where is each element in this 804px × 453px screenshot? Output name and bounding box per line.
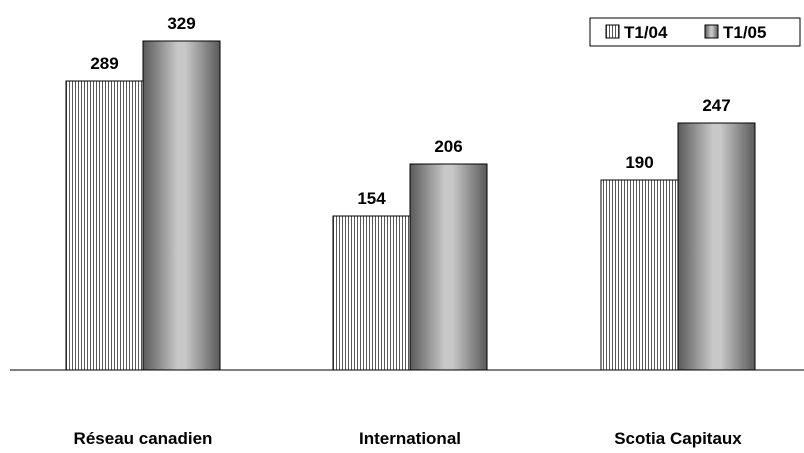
value-label-1-3: 190 <box>625 153 653 172</box>
value-label-2-3: 247 <box>702 96 730 115</box>
bar-2-3 <box>677 122 756 371</box>
bar-1-1 <box>65 80 144 371</box>
value-label-1-2: 154 <box>357 189 386 208</box>
bar-2-2 <box>409 163 488 371</box>
value-labels-group: 289 329 154 206 190 247 <box>90 14 730 208</box>
category-label-2: International <box>359 429 461 448</box>
value-label-1-1: 289 <box>90 54 118 73</box>
value-label-2-1: 329 <box>167 14 195 33</box>
bar-1-2 <box>332 215 411 371</box>
category-label-3: Scotia Capitaux <box>614 429 742 448</box>
legend: T1/04 T1/05 <box>589 17 801 47</box>
legend-frame <box>589 17 801 47</box>
legend-swatch-series-1 <box>605 24 620 39</box>
bar-2-1 <box>142 40 221 371</box>
category-labels-group: Réseau canadien International Scotia Capit… <box>74 429 743 448</box>
category-label-1: Réseau canadien <box>74 429 213 448</box>
bars-group <box>65 40 756 371</box>
bar-1-3 <box>600 179 679 371</box>
legend-swatch-series-2 <box>704 24 719 39</box>
value-label-2-2: 206 <box>434 137 462 156</box>
legend-label-series-2: T1/05 <box>723 23 766 42</box>
legend-label-series-1: T1/04 <box>624 23 668 42</box>
